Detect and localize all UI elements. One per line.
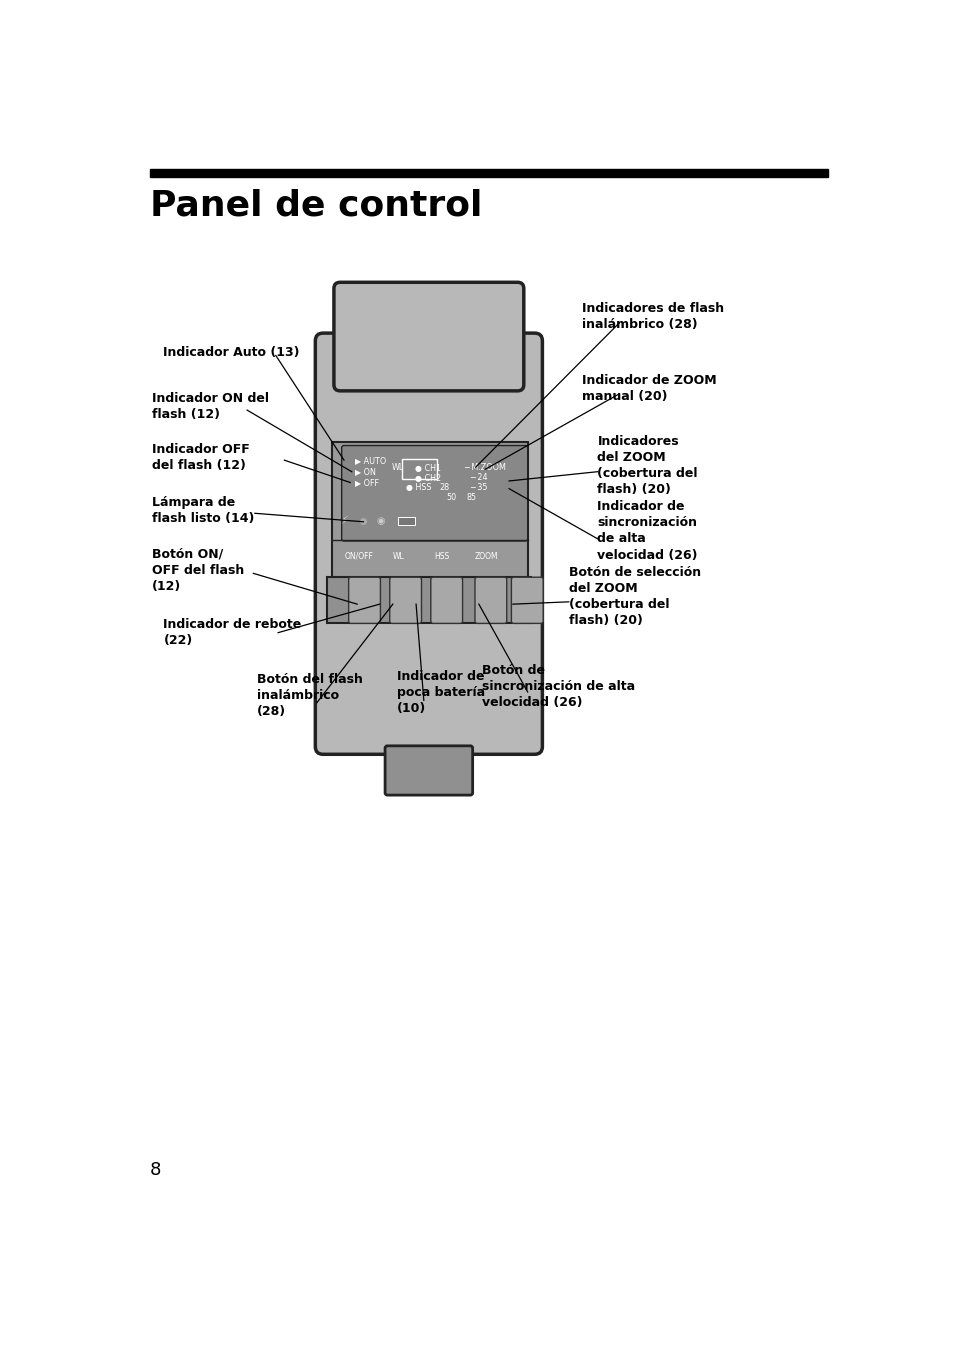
Text: Indicadores
del ZOOM
(cobertura del
flash) (20): Indicadores del ZOOM (cobertura del flas…	[597, 434, 698, 496]
Text: 85: 85	[466, 494, 476, 503]
Text: ─ 24: ─ 24	[470, 472, 487, 482]
FancyBboxPatch shape	[511, 577, 542, 623]
Text: ▶ OFF: ▶ OFF	[355, 477, 378, 487]
Text: Indicador de
poca batería
(10): Indicador de poca batería (10)	[396, 670, 484, 716]
Text: Panel de control: Panel de control	[150, 188, 482, 222]
Text: Indicador ON del
flash (12): Indicador ON del flash (12)	[152, 391, 269, 421]
Text: 50: 50	[446, 494, 456, 503]
FancyBboxPatch shape	[315, 334, 542, 755]
Text: ▶ ON: ▶ ON	[355, 467, 375, 476]
Text: 8: 8	[150, 1161, 161, 1180]
Bar	[150, 169, 827, 176]
Text: ZOOM: ZOOM	[474, 551, 497, 561]
Text: WL: WL	[392, 464, 404, 472]
Text: 28: 28	[439, 483, 449, 492]
Bar	[397, 516, 415, 525]
Text: ─ M.ZOOM: ─ M.ZOOM	[464, 463, 505, 472]
Text: Indicadores de flash
inalámbrico (28): Indicadores de flash inalámbrico (28)	[581, 303, 723, 331]
Text: Indicador de ZOOM
manual (20): Indicador de ZOOM manual (20)	[581, 374, 716, 404]
Text: Botón de selección
del ZOOM
(cobertura del
flash) (20): Botón de selección del ZOOM (cobertura d…	[568, 566, 700, 627]
FancyBboxPatch shape	[475, 577, 506, 623]
Text: Indicador de rebote
(22): Indicador de rebote (22)	[163, 619, 301, 647]
Text: Botón ON/
OFF del flash
(12): Botón ON/ OFF del flash (12)	[152, 547, 244, 593]
Text: Indicador OFF
del flash (12): Indicador OFF del flash (12)	[152, 444, 250, 472]
FancyBboxPatch shape	[341, 445, 527, 541]
FancyBboxPatch shape	[334, 282, 523, 391]
Text: Indicador de
sincronización
de alta
velocidad (26): Indicador de sincronización de alta velo…	[597, 500, 698, 561]
Text: Indicador Auto (13): Indicador Auto (13)	[163, 346, 299, 359]
Text: ◉: ◉	[376, 516, 385, 526]
Bar	[332, 443, 528, 596]
Text: ● CH2: ● CH2	[415, 475, 441, 483]
FancyBboxPatch shape	[390, 577, 421, 623]
Bar	[402, 459, 436, 479]
Text: HSS: HSS	[435, 551, 450, 561]
FancyBboxPatch shape	[385, 746, 472, 795]
Text: Botón de
sincronización de alta
velocidad (26): Botón de sincronización de alta velocida…	[481, 664, 635, 709]
Text: Lámpara de
flash listo (14): Lámpara de flash listo (14)	[152, 496, 253, 526]
Text: ● HSS: ● HSS	[406, 483, 431, 492]
Text: Botón del flash
inalámbrico
(28): Botón del flash inalámbrico (28)	[257, 674, 363, 718]
Text: ON/OFF: ON/OFF	[344, 551, 374, 561]
Text: ● CH1: ● CH1	[415, 464, 441, 473]
Bar	[327, 577, 530, 623]
FancyBboxPatch shape	[348, 577, 380, 623]
Text: ⚡: ⚡	[340, 516, 348, 526]
FancyBboxPatch shape	[431, 577, 462, 623]
Text: WL: WL	[393, 551, 404, 561]
Text: ─ 35: ─ 35	[470, 483, 487, 492]
Text: ▶ AUTO: ▶ AUTO	[355, 456, 386, 465]
